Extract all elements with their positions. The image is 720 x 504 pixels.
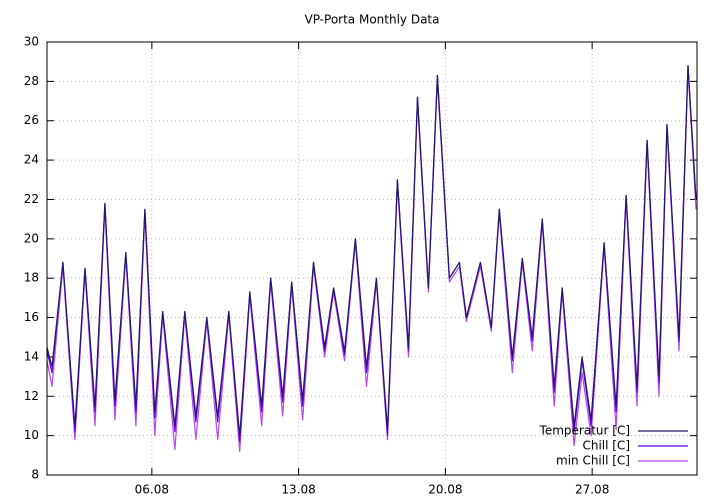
y-tick-label: 24 bbox=[24, 153, 39, 167]
y-tick-label: 28 bbox=[24, 74, 39, 88]
x-tick-label: 27.08 bbox=[575, 483, 609, 497]
legend-label: Chill [C] bbox=[582, 439, 630, 453]
y-tick-label: 16 bbox=[24, 310, 39, 324]
y-tick-label: 12 bbox=[24, 389, 39, 403]
y-tick-label: 10 bbox=[24, 428, 39, 442]
y-tick-label: 14 bbox=[24, 349, 39, 363]
x-tick-label: 20.08 bbox=[428, 483, 462, 497]
legend-label: Temperatur [C] bbox=[539, 424, 630, 438]
y-tick-label: 26 bbox=[24, 113, 39, 127]
legend-label: min Chill [C] bbox=[556, 454, 630, 468]
y-tick-label: 18 bbox=[24, 271, 39, 285]
y-tick-label: 22 bbox=[24, 192, 39, 206]
y-tick-label: 20 bbox=[24, 231, 39, 245]
plot-border bbox=[46, 41, 698, 476]
y-tick-label: 8 bbox=[31, 468, 39, 482]
series-line bbox=[46, 64, 697, 437]
x-tick-label: 13.08 bbox=[281, 483, 315, 497]
x-tick-label: 06.08 bbox=[135, 483, 169, 497]
chart-title: VP-Porta Monthly Data bbox=[305, 13, 440, 27]
y-tick-label: 30 bbox=[24, 35, 39, 49]
